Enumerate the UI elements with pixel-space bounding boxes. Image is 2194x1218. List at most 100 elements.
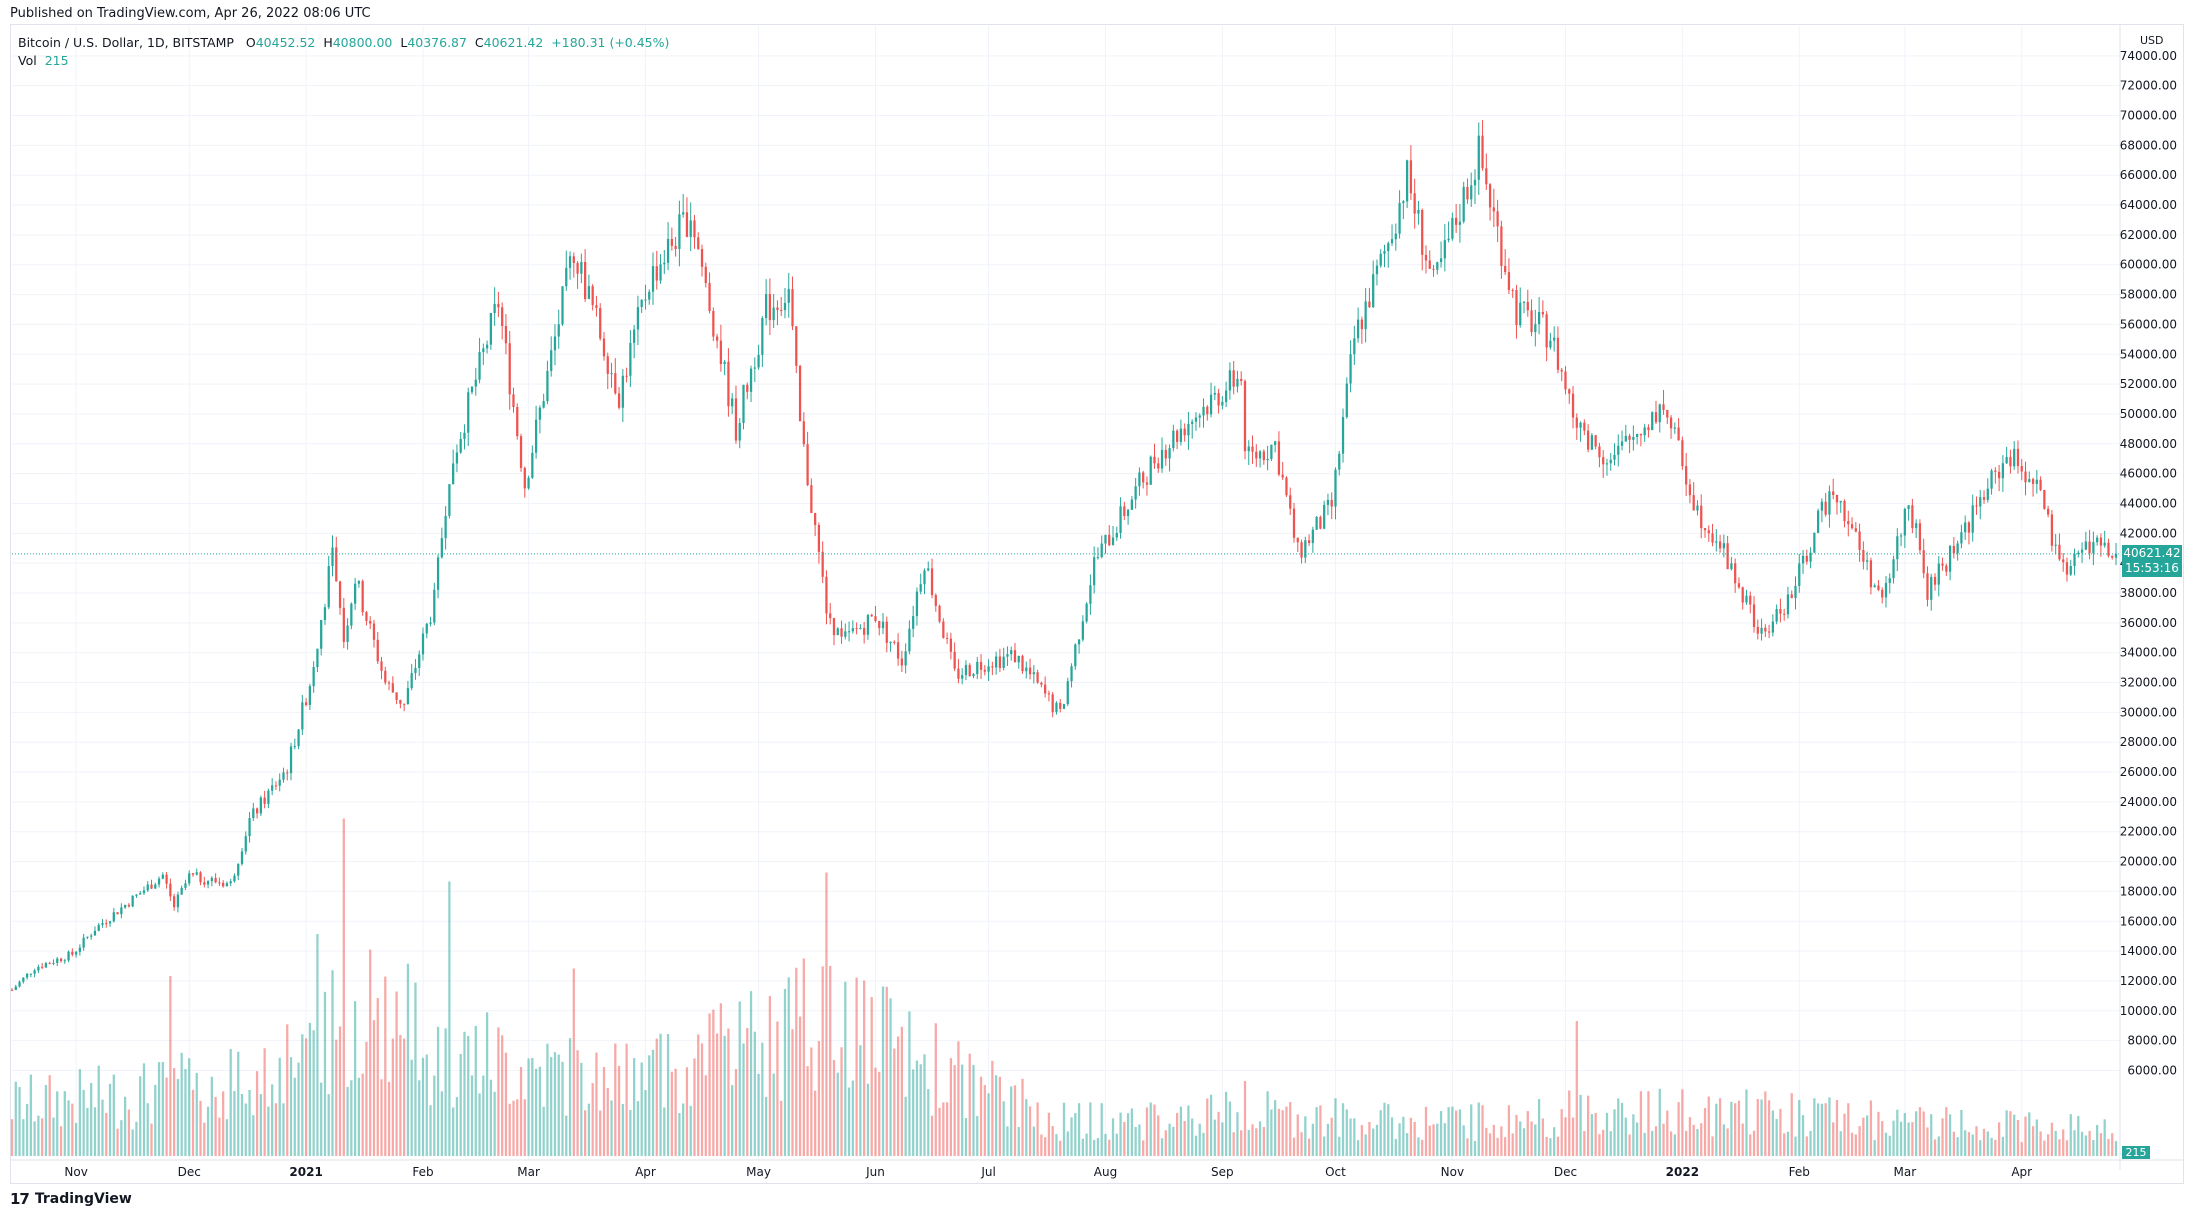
candle-body xyxy=(1651,412,1654,431)
candle-body xyxy=(1390,239,1394,244)
volume-bar xyxy=(1044,1137,1047,1156)
candle-body xyxy=(369,620,372,624)
volume-bar xyxy=(1730,1101,1733,1156)
candle-body xyxy=(2058,544,2061,560)
candle-body xyxy=(1681,440,1684,467)
candle-body xyxy=(1470,185,1473,200)
volume-bar xyxy=(825,872,828,1156)
candle-body xyxy=(1164,449,1167,459)
volume-bar xyxy=(1394,1139,1397,1156)
symbol-title[interactable]: Bitcoin / U.S. Dollar, 1D, BITSTAMP xyxy=(18,35,234,50)
candle-body xyxy=(184,883,187,888)
volume-bar xyxy=(1933,1139,1937,1156)
volume-bar xyxy=(1270,1109,1273,1156)
volume-bar xyxy=(1685,1130,1688,1156)
volume-bar xyxy=(267,1106,270,1156)
volume-bar xyxy=(2039,1131,2042,1156)
candle-body xyxy=(301,702,304,730)
volume-bar xyxy=(1899,1121,1903,1156)
volume-label[interactable]: Vol xyxy=(18,53,37,68)
candle-body xyxy=(1994,470,1997,472)
volume-bar xyxy=(82,1089,85,1156)
candle-body xyxy=(1666,409,1669,418)
candle-body xyxy=(881,621,885,629)
volume-bar xyxy=(1051,1126,1054,1156)
volume-bar xyxy=(1866,1115,1869,1156)
time-tick-label: Mar xyxy=(517,1165,540,1179)
volume-bar xyxy=(1549,1138,1552,1156)
candle-body xyxy=(1345,383,1348,418)
volume-bar xyxy=(316,934,319,1156)
candle-body xyxy=(1085,603,1088,622)
volume-bar xyxy=(489,1079,492,1156)
volume-bar xyxy=(2114,1141,2118,1156)
volume-bar xyxy=(1575,1021,1578,1156)
candle-body xyxy=(633,329,636,343)
candle-body xyxy=(105,923,108,925)
volume-bar xyxy=(938,1107,941,1156)
candle-body xyxy=(1620,441,1624,446)
candle-body xyxy=(1553,337,1556,341)
volume-bar xyxy=(1436,1123,1439,1156)
candle-body xyxy=(557,324,560,337)
time-tick-label: Sep xyxy=(1211,1165,1234,1179)
candle-body xyxy=(1462,186,1465,222)
candle-body xyxy=(1952,545,1955,554)
volume-bar xyxy=(2005,1110,2008,1156)
candle-body xyxy=(1296,537,1299,543)
candle-body xyxy=(565,267,568,287)
candle-body xyxy=(63,960,66,962)
volume-bar xyxy=(1221,1122,1224,1156)
candle-body xyxy=(2073,554,2076,566)
candle-body xyxy=(621,375,624,408)
volume-bar xyxy=(1507,1105,1511,1156)
time-tick-label: Aug xyxy=(1094,1165,1117,1179)
volume-bar xyxy=(399,1034,402,1156)
open-value: 40452.52 xyxy=(255,35,316,50)
volume-bar xyxy=(74,1123,78,1156)
volume-bar xyxy=(278,1057,281,1156)
volume-bar xyxy=(150,1123,153,1156)
candle-body xyxy=(1383,251,1386,254)
volume-bar xyxy=(214,1096,217,1156)
candle-body xyxy=(1850,524,1854,529)
candle-body xyxy=(425,623,428,634)
volume-bar xyxy=(527,1058,530,1156)
volume-bar xyxy=(1798,1099,1801,1156)
candle-body xyxy=(1737,583,1741,588)
candle-body xyxy=(523,467,526,489)
candle-body xyxy=(2020,465,2023,472)
candle-body xyxy=(719,340,723,365)
volume-bar xyxy=(406,963,410,1156)
price-tick-label: 32000.00 xyxy=(2120,676,2177,690)
volume-bar xyxy=(1511,1133,1514,1156)
candle-body xyxy=(878,620,881,629)
volume-bar xyxy=(2013,1114,2016,1156)
tradingview-brand[interactable]: 17 TradingView xyxy=(10,1190,132,1208)
volume-bar xyxy=(2031,1126,2035,1156)
volume-bar xyxy=(1258,1121,1262,1156)
candle-body xyxy=(553,336,557,351)
volume-bar xyxy=(244,1103,247,1156)
candle-body xyxy=(1421,210,1424,255)
candle-body xyxy=(1006,654,1009,657)
volume-bar xyxy=(1847,1103,1850,1156)
candle-body xyxy=(968,664,971,677)
volume-bar xyxy=(1085,1133,1088,1156)
candle-body xyxy=(1334,469,1337,507)
candle-body xyxy=(821,551,824,577)
candle-body xyxy=(387,682,391,684)
candle-body xyxy=(2084,541,2087,550)
candle-body xyxy=(1232,370,1235,387)
candle-body xyxy=(1123,506,1126,516)
volume-bar xyxy=(56,1091,59,1156)
candle-body xyxy=(346,625,349,642)
candle-body xyxy=(1240,378,1243,382)
volume-bar xyxy=(968,1053,971,1156)
candle-body xyxy=(1786,594,1790,615)
volume-bar xyxy=(504,1052,508,1156)
volume-bar xyxy=(2058,1139,2061,1156)
volume-bar xyxy=(455,1097,459,1156)
volume-bar xyxy=(1881,1121,1884,1156)
